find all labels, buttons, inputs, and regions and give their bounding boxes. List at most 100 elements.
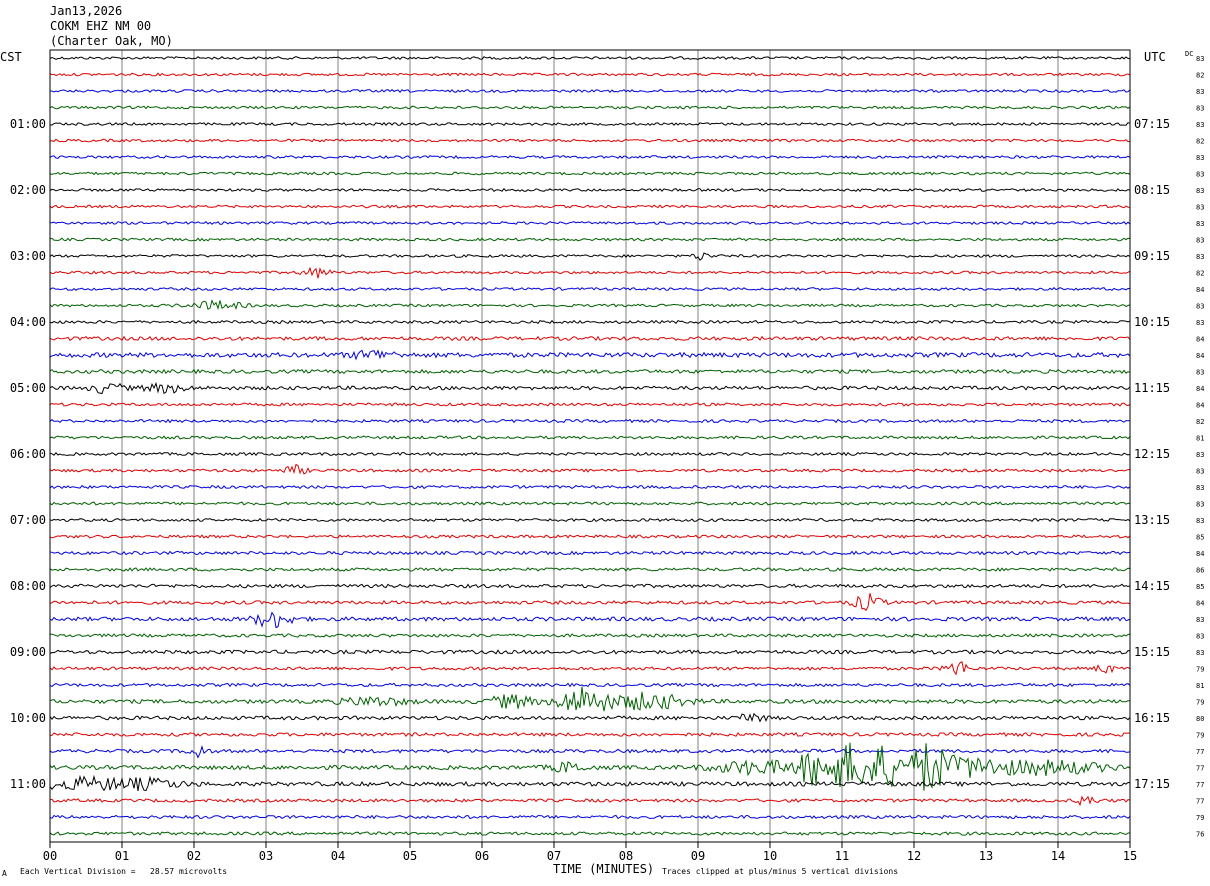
seismic-trace [49,795,1131,807]
dc-value-labels: 83 82 83 83 83 82 83 83 83 83 83 83 83 82 84 83 83 84 84 83… [1196,55,1204,839]
seismic-trace [49,72,1131,77]
seismic-trace [49,534,1131,539]
seismic-trace [49,418,1131,424]
dc-value: 83 [1196,171,1204,179]
x-tick-label: 01 [115,849,129,863]
seismic-trace [49,88,1131,94]
seismic-trace [49,451,1131,457]
dc-value: 84 [1196,352,1204,360]
right-hour-label: 14:15 [1134,579,1170,593]
seismic-trace [49,517,1131,523]
header-station: COKM EHZ NM 00 [50,19,152,33]
dc-value: 84 [1196,336,1204,344]
header-location: (Charter Oak, MO) [50,34,173,48]
dc-value: 83 [1196,451,1204,459]
seismic-trace [49,742,1131,791]
dc-value: 83 [1196,319,1204,327]
dc-value: 84 [1196,550,1204,558]
dc-value: 83 [1196,501,1204,509]
dc-value: 76 [1196,831,1204,839]
seismic-trace [49,774,1131,792]
seismic-trace [49,204,1130,209]
header-date: Jan13,2026 [50,4,123,18]
dc-value: 81 [1196,435,1204,443]
right-hour-labels: 07:15 08:15 09:15 10:15 11:15 12:15 13:15 14:15… [1134,117,1170,791]
x-tick-label: 04 [331,849,345,863]
seismic-trace [49,712,1131,723]
dc-value: 83 [1196,633,1204,641]
dc-value: 82 [1196,418,1204,426]
x-tick-label: 14 [1051,849,1065,863]
dc-value: 83 [1196,204,1204,212]
seismic-trace [49,435,1131,440]
x-tick-label: 03 [259,849,273,863]
dc-value: 83 [1196,55,1204,63]
seismic-trace [49,319,1131,325]
dc-value: 83 [1196,237,1204,245]
left-timezone-label: CST [0,50,22,64]
dc-value: 83 [1196,121,1204,129]
right-hour-label: 15:15 [1134,645,1170,659]
seismic-trace [49,814,1131,820]
left-hour-label: 08:00 [10,579,46,593]
seismic-trace [49,171,1131,176]
x-ticks: 00 01 02 03 04 05 06 07 08 09 10 11 12 13 14 15 [43,842,1137,863]
x-tick-label: 11 [835,849,849,863]
left-hour-label: 04:00 [10,315,46,329]
left-hour-label: 06:00 [10,447,46,461]
x-tick-label: 06 [475,849,489,863]
x-tick-label: 13 [979,849,993,863]
seismic-trace [49,187,1131,193]
left-hour-label: 07:00 [10,513,46,527]
seismic-trace [49,335,1131,342]
x-tick-label: 07 [547,849,561,863]
x-tick-label: 15 [1123,849,1137,863]
dc-value: 84 [1196,402,1204,410]
seismic-trace [49,266,1131,279]
x-tick-label: 02 [187,849,201,863]
seismic-trace [49,56,1131,60]
dc-value: 83 [1196,253,1204,261]
seismic-trace [49,121,1131,127]
x-tick-label: 12 [907,849,921,863]
seismic-trace [49,501,1131,506]
dc-value: 83 [1196,105,1204,113]
dc-value: 79 [1196,732,1204,740]
seismic-trace [49,831,1131,836]
x-tick-label: 08 [619,849,633,863]
seismic-trace [49,237,1131,242]
dc-value: 82 [1196,72,1204,80]
seismic-trace [49,550,1131,556]
x-tick-label: 10 [763,849,777,863]
right-hour-label: 13:15 [1134,513,1170,527]
dc-value: 77 [1196,781,1204,789]
seismic-trace [49,381,1131,395]
seismic-trace [49,731,1131,738]
dc-value: 83 [1196,220,1204,228]
seismic-trace [49,252,1131,261]
trace-group [49,56,1131,836]
dc-value: 79 [1196,814,1204,822]
dc-value: 85 [1196,583,1204,591]
dc-value: 83 [1196,468,1204,476]
right-hour-label: 10:15 [1134,315,1170,329]
plot-frame [49,49,1131,843]
dc-value: 83 [1196,303,1204,311]
left-hour-label: 05:00 [10,381,46,395]
dc-value: 83 [1196,369,1204,377]
dc-value: 77 [1196,765,1204,773]
seismic-trace [49,349,1131,361]
seismic-trace [49,221,1131,226]
seismic-trace [49,593,1131,612]
seismic-trace [49,682,1131,688]
right-hour-label: 12:15 [1134,447,1170,461]
dc-value: 82 [1196,270,1204,278]
dc-value: 86 [1196,567,1204,575]
dc-value: 77 [1196,798,1204,806]
seismic-trace [49,368,1131,375]
dc-value: 79 [1196,699,1204,707]
dc-value: 84 [1196,600,1204,608]
left-hour-label: 03:00 [10,249,46,263]
left-hour-label: 02:00 [10,183,46,197]
